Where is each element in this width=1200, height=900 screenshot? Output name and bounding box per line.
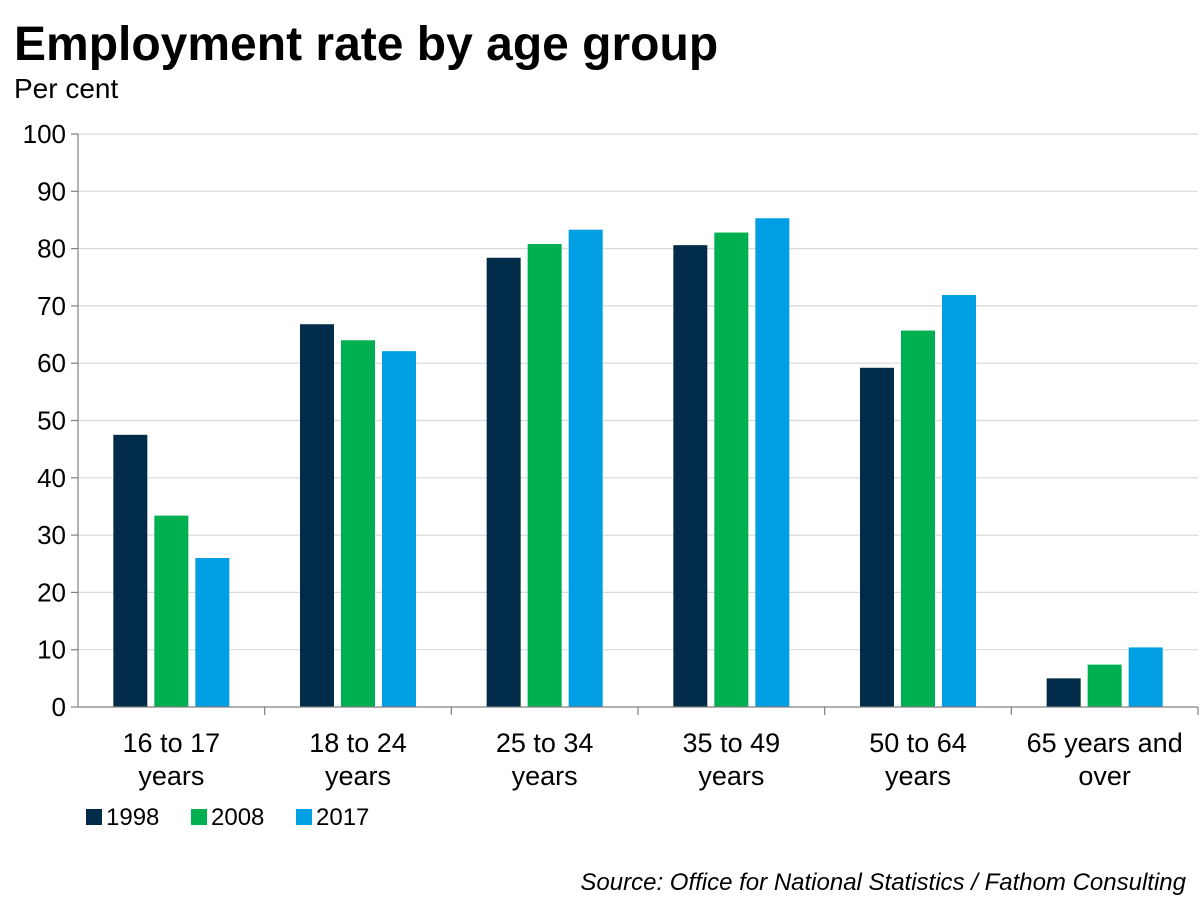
gridlines	[78, 133, 1198, 651]
bars	[113, 218, 1163, 708]
bar-2017-1	[382, 351, 416, 707]
x-category-label: 18 to 24	[309, 728, 407, 758]
x-category-label: 65 years and	[1027, 728, 1183, 758]
y-tick-label: 70	[37, 291, 66, 321]
legend-label-2017: 2017	[316, 804, 369, 831]
bar-2008-3	[714, 232, 749, 707]
bar-2008-2	[527, 244, 562, 708]
y-tick-label: 30	[37, 520, 66, 550]
bar-2008-4	[901, 330, 935, 707]
legend-swatch-1998	[86, 809, 102, 825]
y-tick-label: 100	[23, 119, 66, 149]
legend-swatch-2017	[296, 809, 312, 825]
legend-label-2008: 2008	[211, 804, 264, 831]
bar-1998-2	[486, 257, 521, 707]
x-category-label: years	[325, 761, 391, 791]
legend-label-1998: 1998	[106, 804, 159, 831]
y-tick-label: 20	[37, 577, 66, 607]
y-axis-ticks: 0 10 20 30 40 50 60 70 80 90 100	[23, 119, 78, 722]
legend-swatch-2008	[191, 809, 207, 825]
x-category-label: over	[1078, 761, 1131, 791]
bar-2017-3	[755, 218, 790, 707]
bar-1998-3	[673, 245, 708, 708]
bar-2008-0	[154, 515, 189, 707]
y-tick-label: 80	[37, 234, 66, 264]
bar-2017-5	[1128, 647, 1163, 707]
chart-subtitle: Per cent	[14, 73, 118, 104]
bar-1998-1	[300, 324, 334, 707]
y-tick-label: 90	[37, 176, 66, 206]
y-tick-label: 40	[37, 463, 66, 493]
bar-2017-4	[942, 295, 976, 707]
bar-2008-1	[341, 340, 375, 707]
x-category-label: years	[138, 761, 204, 791]
source-note: Source: Office for National Statistics /…	[580, 869, 1186, 896]
x-category-label: 35 to 49	[683, 728, 781, 758]
axes	[77, 134, 1199, 715]
bar-2017-2	[568, 229, 603, 708]
y-tick-label: 60	[37, 348, 66, 378]
x-category-label: 25 to 34	[496, 728, 594, 758]
y-tick-label: 50	[37, 406, 66, 436]
y-tick-label: 0	[52, 692, 66, 722]
x-category-label: 50 to 64	[869, 728, 967, 758]
y-tick-label: 10	[37, 635, 66, 665]
x-category-label: years	[512, 761, 578, 791]
legend: 1998 2008 2017	[86, 804, 369, 831]
x-category-label: years	[885, 761, 951, 791]
bar-2008-5	[1087, 664, 1122, 707]
bar-1998-5	[1046, 678, 1081, 707]
bar-1998-4	[860, 367, 894, 707]
chart-title: Employment rate by age group	[14, 18, 718, 71]
x-category-label: years	[698, 761, 764, 791]
bar-2017-0	[195, 558, 230, 707]
bar-1998-0	[113, 434, 148, 707]
x-category-label: 16 to 17	[123, 728, 221, 758]
